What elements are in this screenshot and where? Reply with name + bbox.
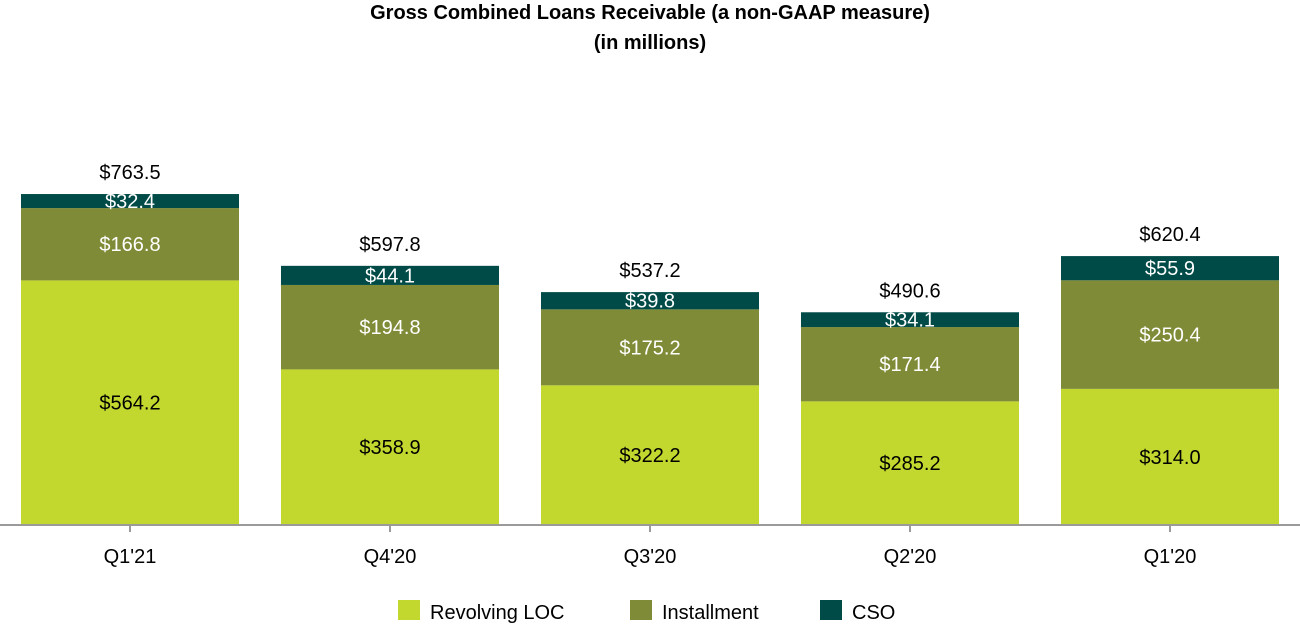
bar-installment-4 bbox=[1061, 280, 1279, 389]
bar-revolving-loc-0 bbox=[21, 280, 239, 525]
bar-revolving-loc-1 bbox=[281, 369, 499, 525]
data-label-cso-4: $55.9 bbox=[1145, 258, 1195, 280]
x-tick-label-4: Q1'20 bbox=[1144, 546, 1197, 568]
bar-cso-4 bbox=[1061, 256, 1279, 281]
data-label-revolving-loc-4: $314.0 bbox=[1139, 447, 1200, 469]
bar-revolving-loc-3 bbox=[801, 401, 1019, 525]
legend-swatch-revolving-loc bbox=[398, 600, 420, 620]
data-label-cso-0: $32.4 bbox=[105, 191, 155, 213]
bar-cso-0 bbox=[21, 194, 239, 209]
legend-label-cso: CSO bbox=[852, 602, 895, 624]
x-tick-label-1: Q4'20 bbox=[364, 546, 417, 568]
data-label-installment-1: $194.8 bbox=[359, 317, 420, 339]
bar-installment-2 bbox=[541, 309, 759, 386]
bars-group: $564.2 $166.8 $32.4 $763.5 $358.9 $194.8 $44.1… bbox=[21, 162, 1279, 525]
data-label-installment-2: $175.2 bbox=[619, 337, 680, 359]
total-label-3: $490.6 bbox=[879, 280, 940, 302]
data-label-installment-4: $250.4 bbox=[1139, 325, 1200, 347]
bar-revolving-loc-4 bbox=[1061, 388, 1279, 525]
bar-installment-3 bbox=[801, 327, 1019, 402]
data-label-cso-1: $44.1 bbox=[365, 265, 415, 287]
bar-cso-3 bbox=[801, 312, 1019, 328]
data-label-cso-2: $39.8 bbox=[625, 291, 675, 313]
total-label-1: $597.8 bbox=[359, 234, 420, 256]
data-label-cso-3: $34.1 bbox=[885, 310, 935, 332]
total-label-0: $763.5 bbox=[99, 162, 160, 184]
total-label-2: $537.2 bbox=[619, 260, 680, 282]
data-label-revolving-loc-0: $564.2 bbox=[99, 393, 160, 415]
legend: Revolving LOC Installment CSO bbox=[398, 600, 895, 624]
data-label-revolving-loc-3: $285.2 bbox=[879, 453, 940, 475]
bar-cso-2 bbox=[541, 292, 759, 310]
data-label-revolving-loc-1: $358.9 bbox=[359, 437, 420, 459]
bar-cso-1 bbox=[281, 265, 499, 285]
x-tick-label-0: Q1'21 bbox=[104, 546, 157, 568]
bar-installment-1 bbox=[281, 284, 499, 370]
legend-label-installment: Installment bbox=[662, 602, 759, 624]
data-label-revolving-loc-2: $322.2 bbox=[619, 445, 680, 467]
data-label-installment-0: $166.8 bbox=[99, 234, 160, 256]
bar-installment-0 bbox=[21, 208, 239, 281]
legend-swatch-installment bbox=[630, 600, 652, 620]
total-label-4: $620.4 bbox=[1139, 224, 1200, 246]
legend-label-revolving-loc: Revolving LOC bbox=[430, 602, 565, 624]
chart-subtitle: (in millions) bbox=[594, 32, 706, 54]
x-axis-ticks: Q1'21 Q4'20 Q3'20 Q2'20 Q1'20 bbox=[104, 525, 1197, 568]
data-label-installment-3: $171.4 bbox=[879, 354, 940, 376]
legend-swatch-cso bbox=[820, 600, 842, 620]
x-tick-label-3: Q2'20 bbox=[884, 546, 937, 568]
chart-title: Gross Combined Loans Receivable (a non-G… bbox=[370, 2, 930, 24]
x-tick-label-2: Q3'20 bbox=[624, 546, 677, 568]
bar-revolving-loc-2 bbox=[541, 385, 759, 525]
